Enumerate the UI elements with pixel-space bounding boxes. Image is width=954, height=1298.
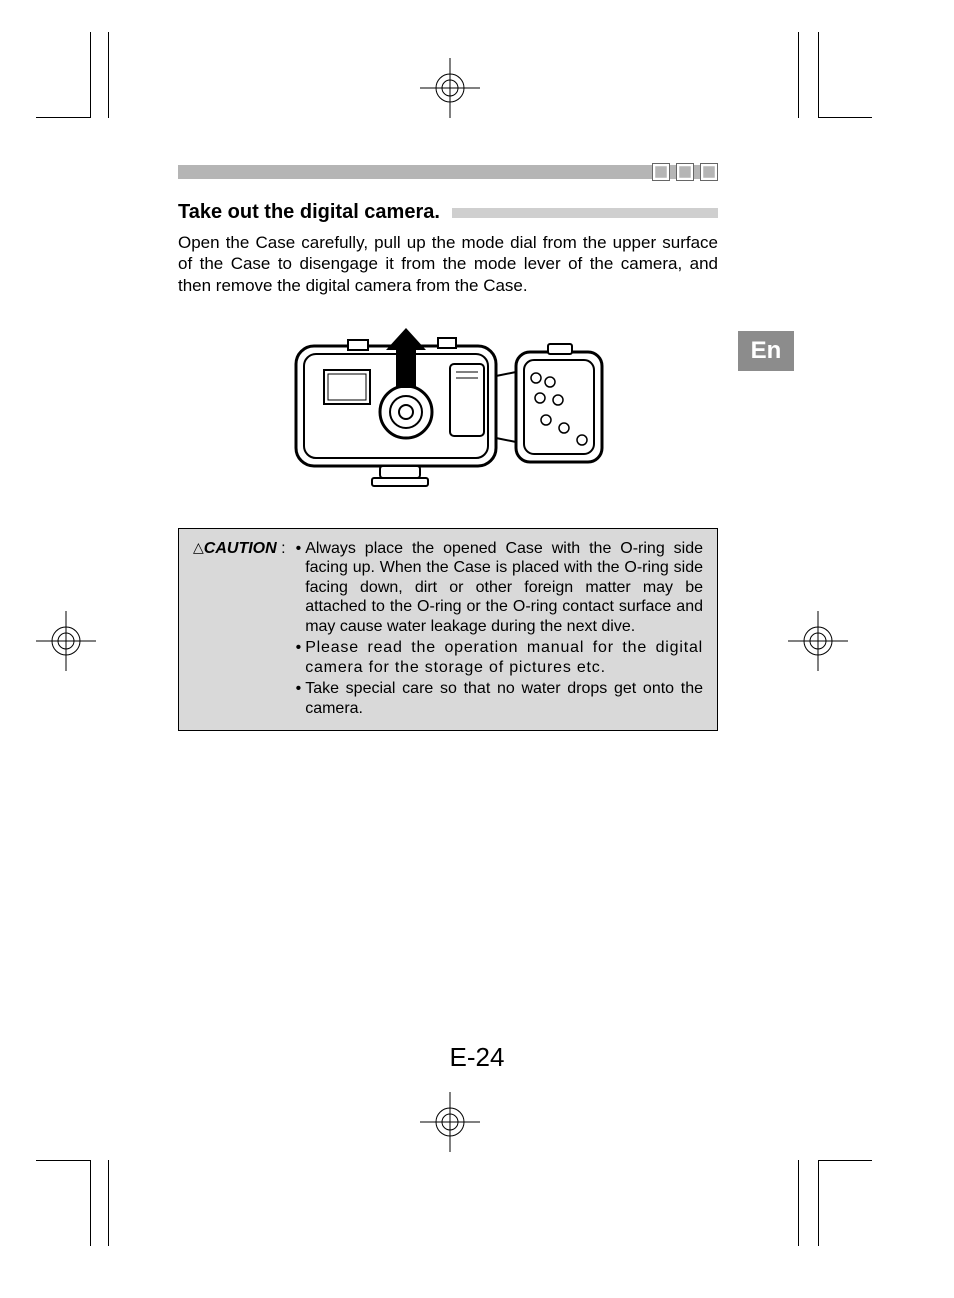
crop-mark — [36, 117, 90, 118]
caution-text: Please read the operation manual for the… — [305, 638, 703, 677]
caution-item: • Please read the operation manual for t… — [296, 638, 703, 677]
registration-mark-top — [420, 58, 480, 118]
caution-item: • Take special care so that no water dro… — [296, 679, 703, 718]
section-title-rule — [452, 208, 718, 218]
crop-mark — [36, 1160, 90, 1161]
bullet-icon: • — [296, 638, 302, 677]
crop-mark — [818, 1160, 872, 1161]
caution-box: △CAUTION : • Always place the opened Cas… — [178, 528, 718, 732]
camera-case-illustration — [288, 320, 608, 500]
section-title: Take out the digital camera. — [178, 201, 440, 224]
caution-text: Always place the opened Case with the O-… — [305, 539, 703, 637]
header-bar — [178, 165, 718, 179]
crop-mark — [90, 32, 91, 118]
warning-icon: △ — [193, 539, 204, 555]
page-number: E-24 — [0, 1042, 954, 1073]
caution-word: CAUTION — [204, 540, 277, 557]
language-tab: En — [738, 331, 794, 371]
crop-mark — [798, 1160, 799, 1246]
page-content: Take out the digital camera. Open the Ca… — [178, 165, 718, 731]
bullet-icon: • — [296, 539, 302, 637]
crop-mark — [90, 1160, 91, 1246]
caution-list: • Always place the opened Case with the … — [296, 539, 703, 721]
crop-mark — [818, 1160, 819, 1246]
header-square — [652, 163, 670, 181]
registration-mark-left — [36, 611, 96, 671]
crop-mark — [818, 32, 819, 118]
bullet-icon: • — [296, 679, 302, 718]
crop-mark — [108, 1160, 109, 1246]
header-squares — [652, 163, 718, 181]
registration-mark-bottom — [420, 1092, 480, 1152]
caution-label: △CAUTION : — [193, 539, 286, 721]
crop-mark — [818, 117, 872, 118]
header-square — [700, 163, 718, 181]
header-square — [676, 163, 694, 181]
section-title-row: Take out the digital camera. — [178, 201, 718, 224]
section-body: Open the Case carefully, pull up the mod… — [178, 232, 718, 296]
caution-item: • Always place the opened Case with the … — [296, 539, 703, 637]
crop-mark — [798, 32, 799, 118]
crop-mark — [108, 32, 109, 118]
caution-text: Take special care so that no water drops… — [305, 679, 703, 718]
registration-mark-right — [788, 611, 848, 671]
caution-colon: : — [281, 540, 285, 557]
